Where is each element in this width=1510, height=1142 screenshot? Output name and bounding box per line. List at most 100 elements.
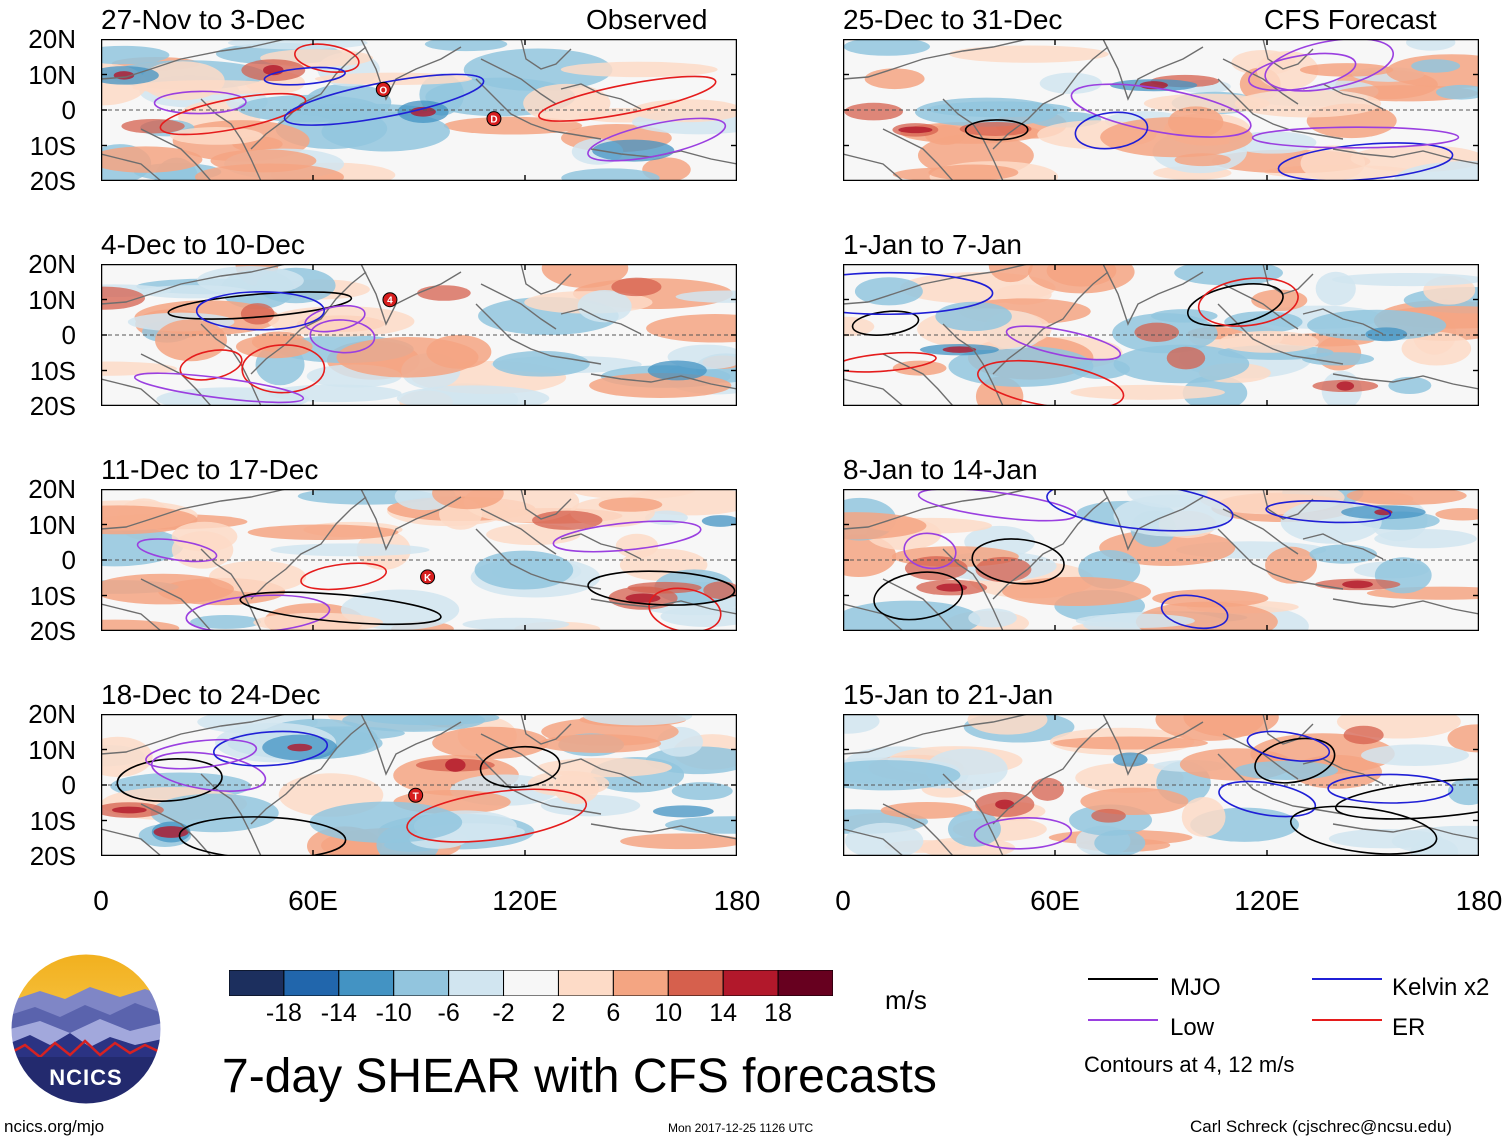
shear-field bbox=[1388, 376, 1432, 394]
er-contour bbox=[1197, 277, 1299, 327]
shear-core bbox=[844, 102, 903, 121]
shear-field bbox=[1374, 529, 1477, 549]
shear-field bbox=[336, 337, 479, 378]
y-tick-label: 10S bbox=[29, 130, 76, 161]
shear-core bbox=[995, 799, 1015, 810]
shear-core bbox=[975, 556, 1032, 583]
shear-field bbox=[150, 793, 279, 833]
shear-field bbox=[892, 360, 947, 376]
shear-field bbox=[1265, 546, 1317, 584]
shear-field bbox=[1002, 576, 1152, 607]
legend-swatch-low bbox=[1088, 1019, 1158, 1021]
panel-title: 1-Jan to 7-Jan bbox=[843, 229, 1022, 260]
mjo-contour bbox=[479, 745, 561, 788]
mjo-contour bbox=[851, 310, 920, 336]
coastline bbox=[520, 489, 572, 520]
shear-field bbox=[1394, 161, 1479, 181]
shear-field bbox=[1126, 489, 1208, 508]
low-contour bbox=[150, 751, 267, 792]
coastline bbox=[1332, 598, 1479, 615]
mjo-contour bbox=[178, 816, 347, 856]
shear-core bbox=[1336, 381, 1355, 391]
colorbar-tick-label: -18 bbox=[265, 999, 302, 1027]
coastline bbox=[520, 39, 572, 70]
coastline bbox=[1222, 283, 1299, 330]
kelvin-contour bbox=[195, 290, 326, 331]
legend-label-low: Low bbox=[1170, 1014, 1215, 1041]
y-tick-label: 10N bbox=[28, 734, 76, 765]
mjo-contour bbox=[167, 291, 353, 320]
coastline bbox=[101, 39, 287, 80]
shear-field bbox=[1411, 59, 1461, 73]
colorbar-tick-label: -14 bbox=[320, 999, 357, 1027]
shear-field bbox=[988, 264, 1033, 283]
map-panel bbox=[843, 714, 1479, 856]
shear-field bbox=[843, 316, 875, 337]
map-panel bbox=[843, 489, 1479, 631]
coastline bbox=[882, 128, 954, 181]
shear-field bbox=[1301, 352, 1375, 366]
coastline bbox=[480, 58, 557, 105]
shear-field bbox=[227, 39, 368, 50]
shear-field bbox=[1256, 51, 1319, 90]
shear-field bbox=[1406, 39, 1456, 51]
y-tick-label: 20N bbox=[28, 24, 76, 54]
mjo-contour bbox=[873, 571, 964, 621]
shear-field bbox=[1027, 264, 1135, 294]
low-contour bbox=[133, 372, 305, 404]
shear-field bbox=[1436, 84, 1479, 100]
er-contour bbox=[294, 43, 360, 73]
coastline bbox=[101, 828, 162, 856]
footer-site: ncics.org/mjo bbox=[4, 1117, 105, 1136]
ncics-logo: NCICS bbox=[10, 953, 162, 1105]
shear-core bbox=[1091, 808, 1126, 823]
shear-field bbox=[171, 521, 238, 552]
shear-field bbox=[854, 277, 923, 306]
footer-author: Carl Schreck (cjschrec@ncsu.edu) bbox=[1190, 1117, 1452, 1136]
shear-field bbox=[1251, 289, 1308, 312]
shear-field bbox=[1052, 736, 1208, 750]
coastline bbox=[475, 528, 602, 590]
legend-swatch-mjo bbox=[1088, 978, 1158, 980]
colorbar-swatch bbox=[557, 970, 614, 996]
shear-field bbox=[270, 543, 430, 557]
coastline bbox=[942, 548, 1004, 631]
shear-field bbox=[582, 714, 693, 726]
kelvin-contour bbox=[1160, 594, 1229, 630]
shear-field bbox=[1300, 145, 1366, 181]
shear-field bbox=[538, 734, 662, 753]
shear-field bbox=[208, 560, 307, 593]
coastline bbox=[1302, 533, 1384, 560]
coastline bbox=[560, 308, 642, 335]
legend-note: Contours at 4, 12 m/s bbox=[1084, 1052, 1295, 1077]
x-tick-label: 120E bbox=[1234, 885, 1300, 916]
shear-core bbox=[1365, 327, 1408, 342]
shear-field bbox=[396, 385, 550, 406]
coastline bbox=[843, 39, 1029, 80]
mjo-contour bbox=[239, 591, 442, 626]
coastline bbox=[1262, 39, 1314, 70]
mjo-contour bbox=[971, 538, 1065, 585]
shear-field bbox=[101, 736, 153, 778]
shear-field bbox=[101, 146, 203, 173]
kelvin-contour bbox=[1046, 489, 1234, 532]
shear-field bbox=[1346, 489, 1467, 506]
low-contour bbox=[973, 817, 1073, 850]
coastline bbox=[590, 598, 737, 615]
shear-field bbox=[675, 290, 737, 303]
coastline bbox=[1332, 823, 1479, 840]
shear-field bbox=[1100, 117, 1254, 158]
colorbar-swatch bbox=[338, 970, 395, 996]
y-tick-label: 20N bbox=[28, 249, 76, 279]
x-tick-label: 0 bbox=[93, 885, 109, 916]
shear-field bbox=[598, 497, 663, 512]
coastline bbox=[475, 78, 602, 140]
storm-marker: 4 bbox=[382, 292, 398, 308]
panel-subtitle: CFS Forecast bbox=[1264, 4, 1437, 35]
colorbar-swatch bbox=[393, 970, 450, 996]
coastline bbox=[882, 578, 954, 631]
coastline bbox=[101, 489, 287, 530]
mjo-contour bbox=[1254, 737, 1336, 784]
panel-title: 8-Jan to 14-Jan bbox=[843, 454, 1038, 485]
coastline bbox=[1217, 78, 1344, 140]
